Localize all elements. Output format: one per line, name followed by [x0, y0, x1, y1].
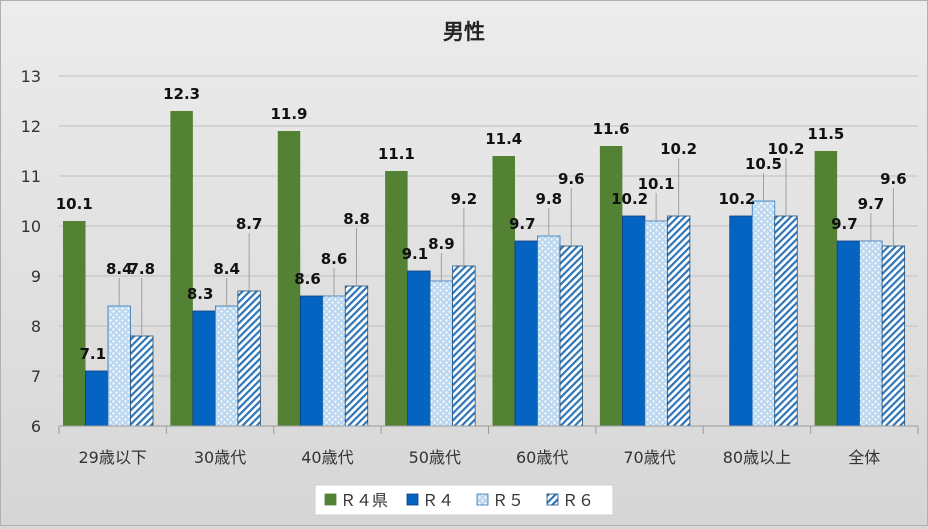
bar	[774, 215, 798, 427]
bar	[299, 295, 324, 427]
data-label: 8.6	[294, 270, 321, 288]
bar	[192, 310, 216, 427]
y-tick-label: 12	[21, 117, 41, 136]
data-label: 9.6	[880, 170, 907, 188]
data-label: 8.4	[106, 260, 133, 278]
bar	[214, 305, 239, 427]
data-label: 11.4	[485, 130, 522, 148]
y-axis: 6 7 8 9 10 11 12 13	[21, 67, 41, 436]
x-tick-label: 29歳以下	[79, 448, 147, 467]
data-label: 11.9	[270, 105, 307, 123]
bar	[237, 290, 261, 427]
y-tick-label: 8	[31, 317, 41, 336]
x-tick-label: 全体	[848, 448, 880, 467]
bar	[599, 146, 623, 426]
bar	[385, 171, 408, 426]
bar	[514, 240, 538, 427]
bar	[407, 270, 431, 427]
data-label: 8.8	[343, 210, 370, 228]
data-label: 7.8	[128, 260, 155, 278]
legend: Ｒ４県 Ｒ４ Ｒ５ Ｒ６	[314, 484, 614, 516]
data-label: 10.2	[611, 190, 648, 208]
data-label: 10.2	[660, 140, 697, 158]
bar	[537, 235, 561, 427]
x-tick-label: 40歳代	[301, 448, 353, 467]
bar	[107, 305, 131, 427]
bars	[63, 111, 906, 427]
data-label: 8.7	[236, 215, 263, 233]
bar	[881, 245, 906, 427]
bar	[452, 265, 476, 427]
data-label: 12.3	[163, 85, 200, 103]
legend-swatch	[476, 493, 489, 506]
bar	[814, 151, 838, 426]
data-label: 9.7	[858, 195, 885, 213]
y-tick-label: 7	[31, 367, 41, 386]
bar	[344, 285, 369, 427]
bar	[277, 131, 301, 426]
data-label: 9.1	[402, 245, 429, 263]
legend-box	[314, 484, 614, 516]
y-tick-label: 10	[21, 217, 41, 236]
y-tick-label: 9	[31, 267, 41, 286]
bar	[429, 280, 454, 427]
data-label: 8.4	[213, 260, 240, 278]
y-tick-label: 11	[21, 167, 41, 186]
legend-label: Ｒ４県	[340, 491, 388, 510]
data-label: 8.3	[187, 285, 214, 303]
bar	[63, 221, 86, 426]
bar	[751, 200, 776, 427]
legend-swatch	[406, 493, 419, 506]
y-tick-label: 13	[21, 67, 41, 86]
bar	[130, 335, 154, 427]
bar	[644, 220, 668, 427]
legend-swatch	[546, 493, 559, 506]
data-label: 8.6	[321, 250, 348, 268]
legend-label: Ｒ４	[422, 491, 454, 510]
x-tick-label: 60歳代	[516, 448, 568, 467]
data-label: 7.1	[79, 345, 106, 363]
y-tick-label: 6	[31, 417, 41, 436]
x-tick-label: 70歳代	[623, 448, 675, 467]
data-label: 9.7	[831, 215, 858, 233]
bar	[666, 215, 691, 427]
legend-label: Ｒ６	[562, 491, 594, 510]
bar	[559, 245, 583, 427]
bar	[729, 215, 753, 427]
data-label: 10.1	[56, 195, 93, 213]
data-label: 10.2	[767, 140, 804, 158]
data-label: 11.5	[807, 125, 844, 143]
data-label: 10.5	[745, 155, 782, 173]
leader-lines	[118, 158, 894, 336]
bar	[85, 370, 109, 427]
data-label: 9.7	[509, 215, 536, 233]
x-axis: 29歳以下 30歳代 40歳代 50歳代 60歳代 70歳代 80歳以上 全体	[58, 425, 919, 467]
chart-title: 男性	[443, 20, 485, 44]
bar	[621, 215, 646, 427]
x-tick-label: 80歳以上	[723, 448, 791, 467]
data-labels: 10.17.18.47.812.38.38.48.711.98.68.68.81…	[56, 85, 907, 363]
data-label: 11.1	[378, 145, 415, 163]
bar	[859, 240, 883, 427]
legend-label: Ｒ５	[492, 491, 524, 510]
bar	[836, 240, 861, 427]
legend-swatch	[324, 493, 337, 506]
data-label: 9.8	[535, 190, 562, 208]
data-label: 10.2	[718, 190, 755, 208]
data-label: 11.6	[593, 120, 630, 138]
bar	[322, 295, 346, 427]
bar	[492, 156, 515, 426]
data-label: 9.6	[558, 170, 585, 188]
data-label: 9.2	[451, 190, 478, 208]
data-label: 10.1	[638, 175, 675, 193]
x-tick-label: 50歳代	[409, 448, 461, 467]
x-tick-label: 30歳代	[194, 448, 246, 467]
bar	[170, 111, 193, 426]
data-label: 8.9	[428, 235, 455, 253]
